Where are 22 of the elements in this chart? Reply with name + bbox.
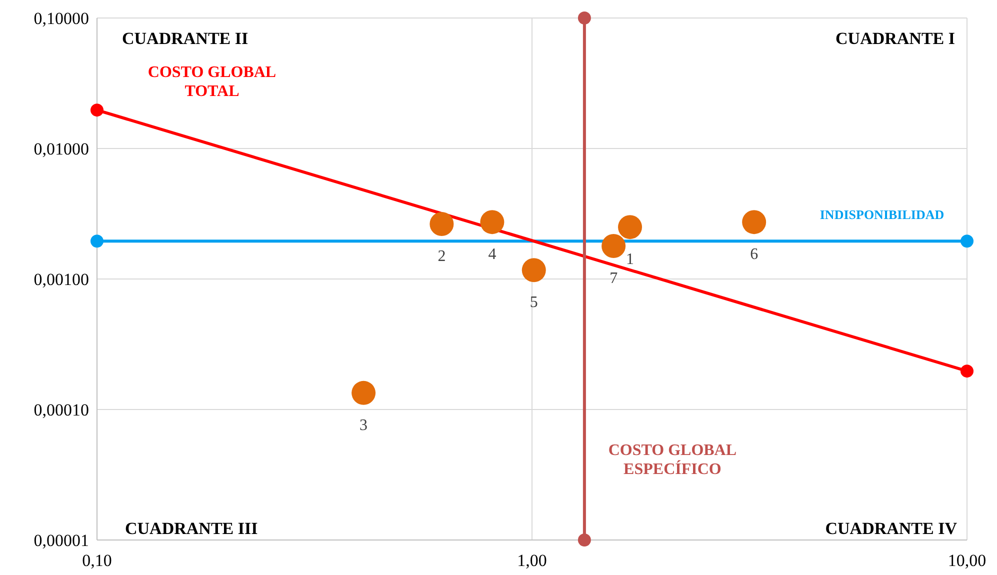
- annotation: CUADRANTE I: [836, 29, 956, 48]
- series-label: COSTO GLOBAL TOTAL: [148, 64, 276, 100]
- y-tick-label: 0,00001: [34, 531, 89, 550]
- annotation: 4: [488, 246, 496, 264]
- annotation: 1: [626, 251, 634, 268]
- series-label: INDISPONIBILIDAD: [820, 207, 944, 222]
- annotation: 7: [610, 270, 618, 288]
- x-tick-label: 1,00: [517, 551, 547, 570]
- x-tick-label: 0,10: [82, 551, 112, 570]
- annotation: CUADRANTE IV: [825, 519, 958, 538]
- y-tick-label: 0,01000: [34, 140, 89, 158]
- x-tick-label: 10,00: [948, 551, 986, 570]
- annotation: CUADRANTE II: [122, 29, 248, 48]
- y-tick-label: 0,00010: [34, 400, 89, 420]
- annotation: 3: [360, 416, 368, 434]
- y-tick-label: 0,10000: [34, 9, 89, 28]
- annotation: CUADRANTE III: [125, 519, 258, 538]
- annotation: 2: [438, 248, 446, 265]
- y-tick-label: 0,00100: [34, 270, 89, 289]
- annotation: 5: [530, 294, 538, 312]
- series-label: COSTO GLOBAL ESPECÍFICO: [608, 442, 737, 478]
- annotation: 6: [750, 246, 758, 264]
